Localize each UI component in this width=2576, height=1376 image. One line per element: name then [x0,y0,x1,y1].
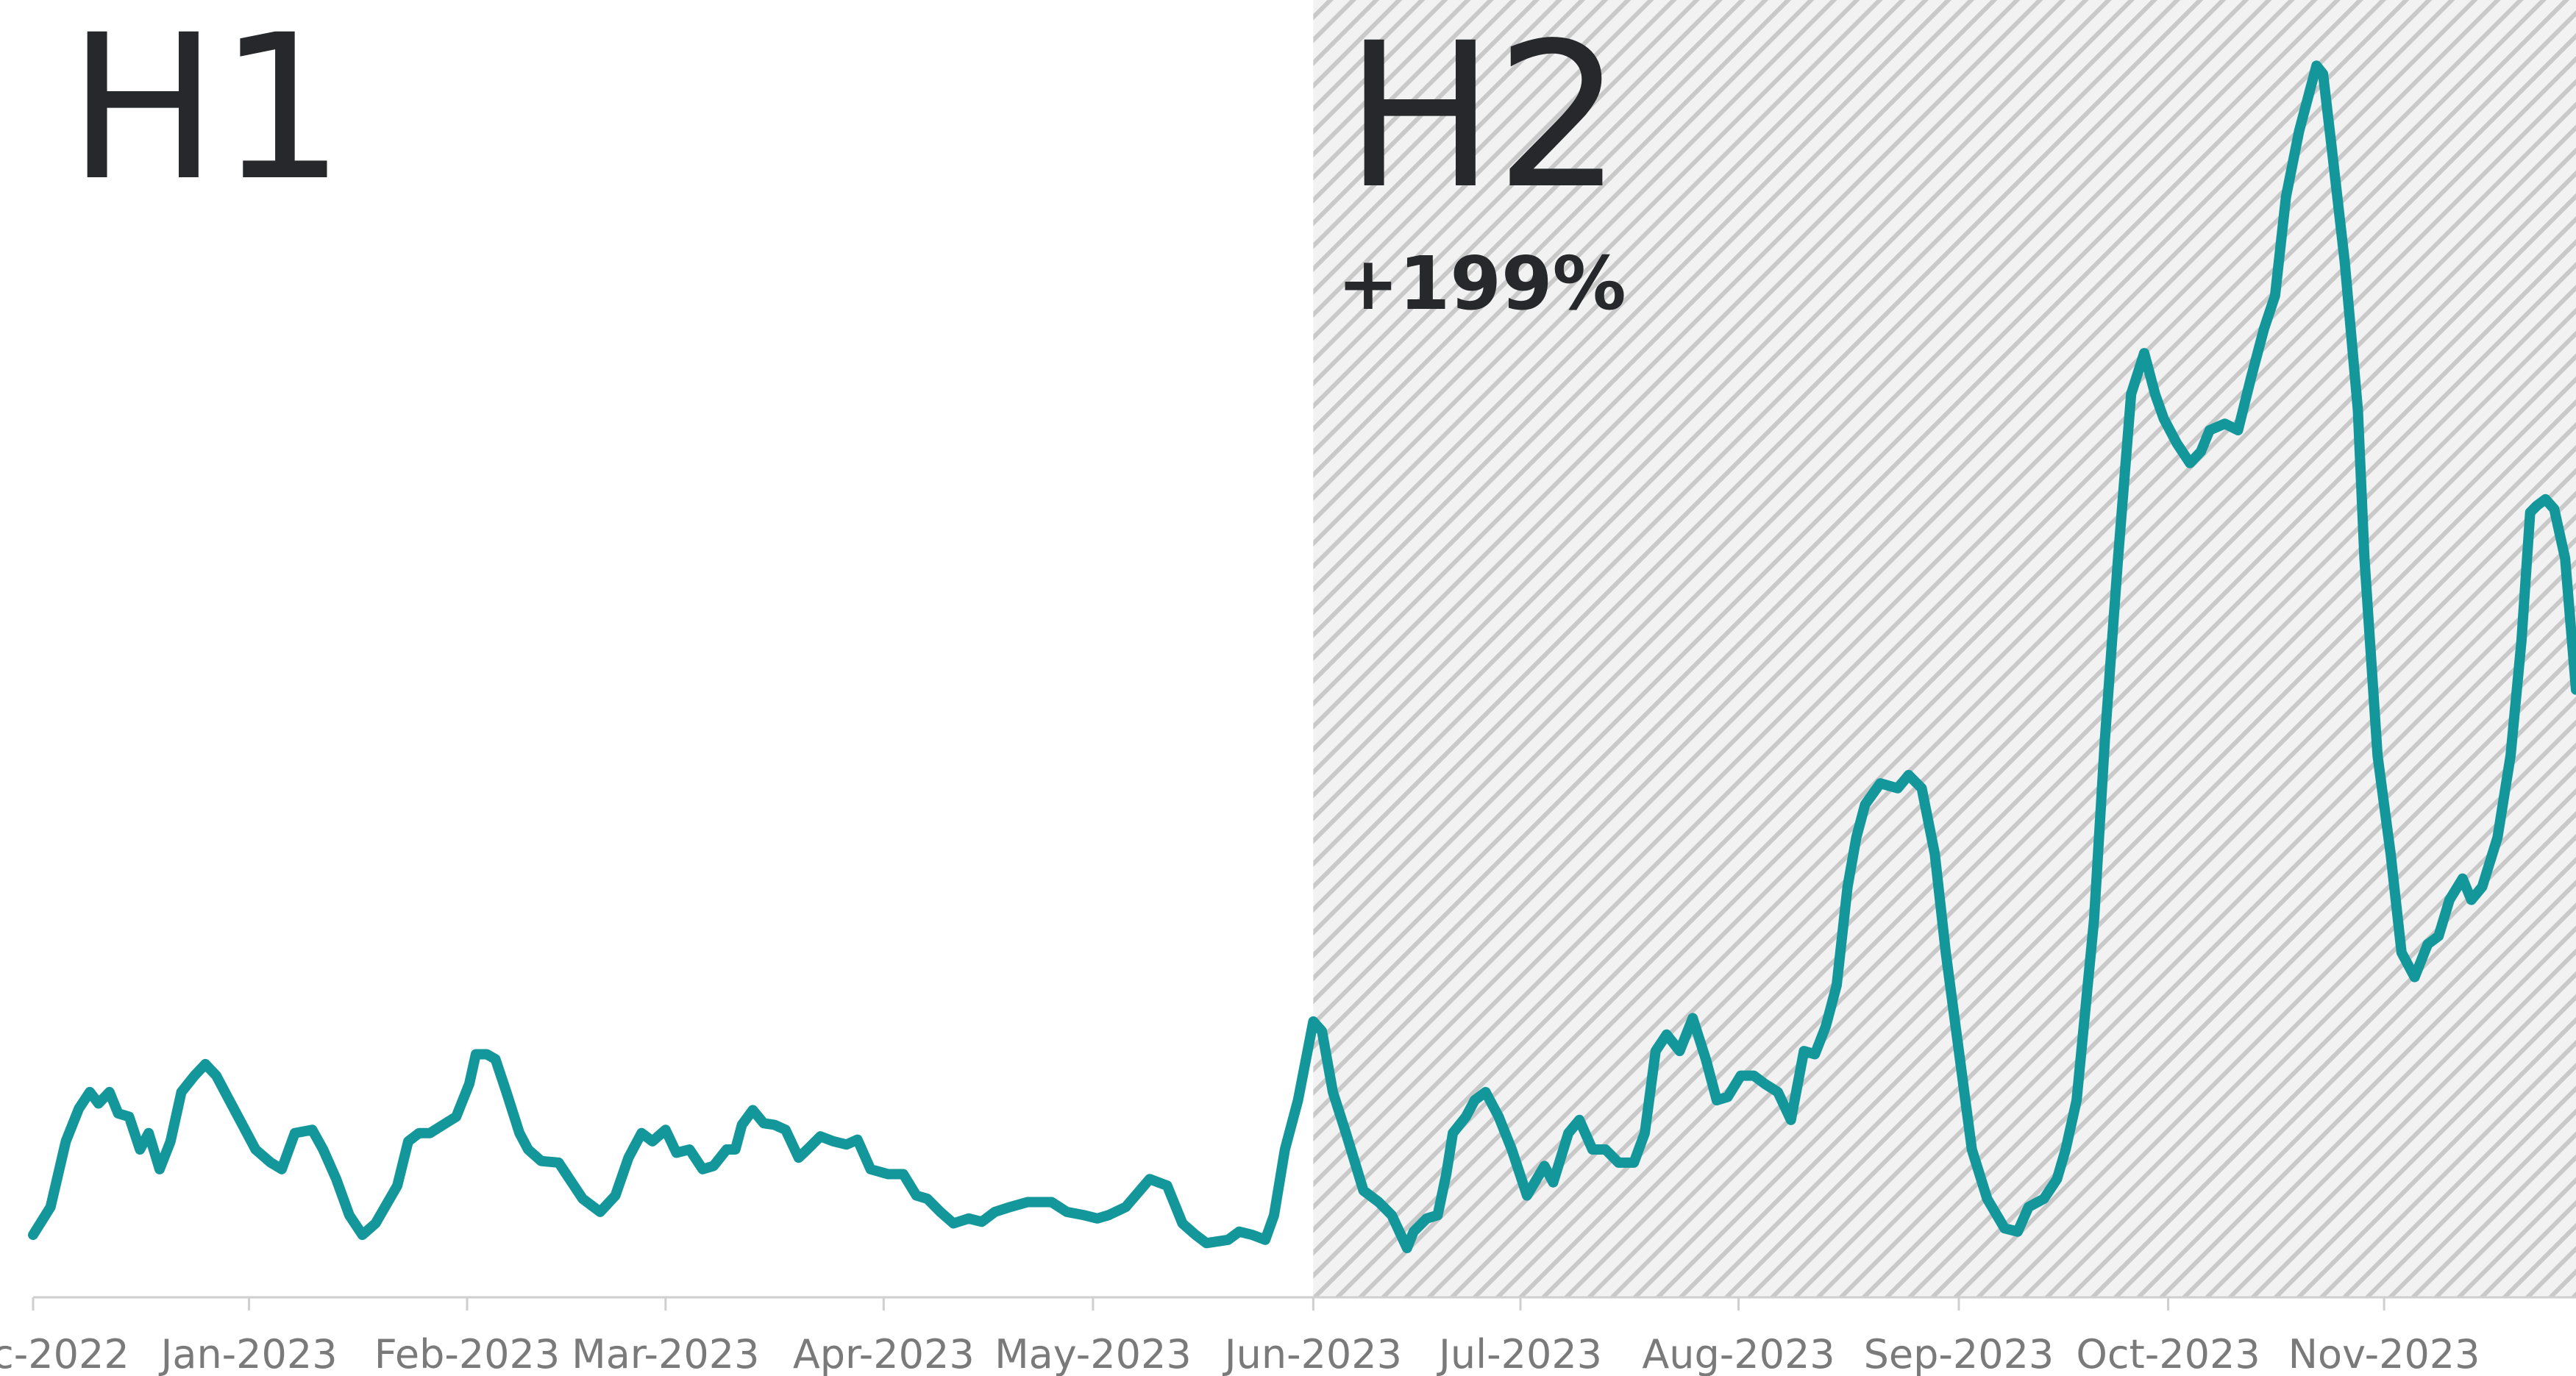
x-tick-label: Apr-2023 [793,1331,975,1376]
x-tick-label: Jun-2023 [1223,1331,1402,1376]
x-tick-label: Oct-2023 [2076,1331,2260,1376]
x-tick-label: Jan-2023 [158,1331,337,1376]
series-line [28,60,2576,1253]
h1-label: H1 [68,0,346,225]
h2-label: H2 [1345,1,1623,233]
x-tick-label: May-2023 [995,1331,1192,1376]
x-tick-label: Nov-2023 [2288,1331,2480,1376]
x-tick-label: Feb-2023 [374,1331,561,1376]
x-tick-label: Sep-2023 [1864,1331,2054,1376]
x-tick-label: Dec-2022 [0,1331,129,1376]
growth-label: +199% [1337,240,1626,327]
x-tick-label: Mar-2023 [572,1331,759,1376]
x-tick-label: Jul-2023 [1437,1331,1602,1376]
x-tick-label: Aug-2023 [1642,1331,1835,1376]
